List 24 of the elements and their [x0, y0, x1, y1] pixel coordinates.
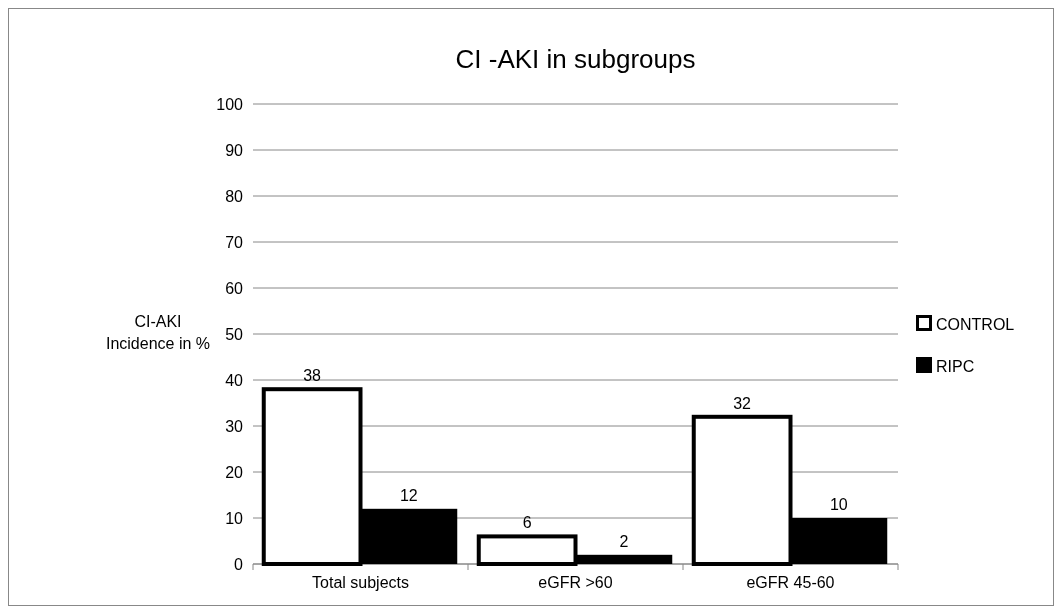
y-tick-label: 40 — [225, 371, 244, 389]
y-tick-label: 70 — [225, 233, 244, 251]
y-tick-label: 100 — [216, 95, 244, 113]
data-label: 10 — [829, 496, 848, 513]
y-tick-label: 90 — [225, 141, 244, 159]
legend-label: CONTROL — [936, 316, 1015, 333]
legend-label: RIPC — [936, 358, 975, 375]
y-axis-title: CI-AKI Incidence in % — [105, 313, 211, 352]
data-label: 2 — [619, 532, 629, 550]
x-tick-label: eGFR 45-60 — [746, 574, 835, 591]
chart-title: CI -AKI in subgroups — [455, 44, 696, 74]
y-tick-label: 50 — [225, 325, 244, 343]
data-label: 32 — [733, 394, 752, 412]
x-tick-label: Total subjects — [312, 574, 409, 591]
x-tick-label: eGFR >60 — [538, 574, 613, 591]
y-tick-label: 10 — [225, 509, 244, 527]
y-tick-label: 30 — [225, 417, 244, 435]
data-label: 38 — [303, 367, 322, 385]
y-tick-label: 80 — [225, 187, 244, 205]
data-label: 12 — [399, 486, 418, 504]
data-label: 6 — [522, 514, 532, 532]
y-tick-label: 60 — [225, 279, 244, 297]
y-tick-label: 0 — [234, 555, 244, 573]
y-tick-label: 20 — [225, 463, 244, 481]
